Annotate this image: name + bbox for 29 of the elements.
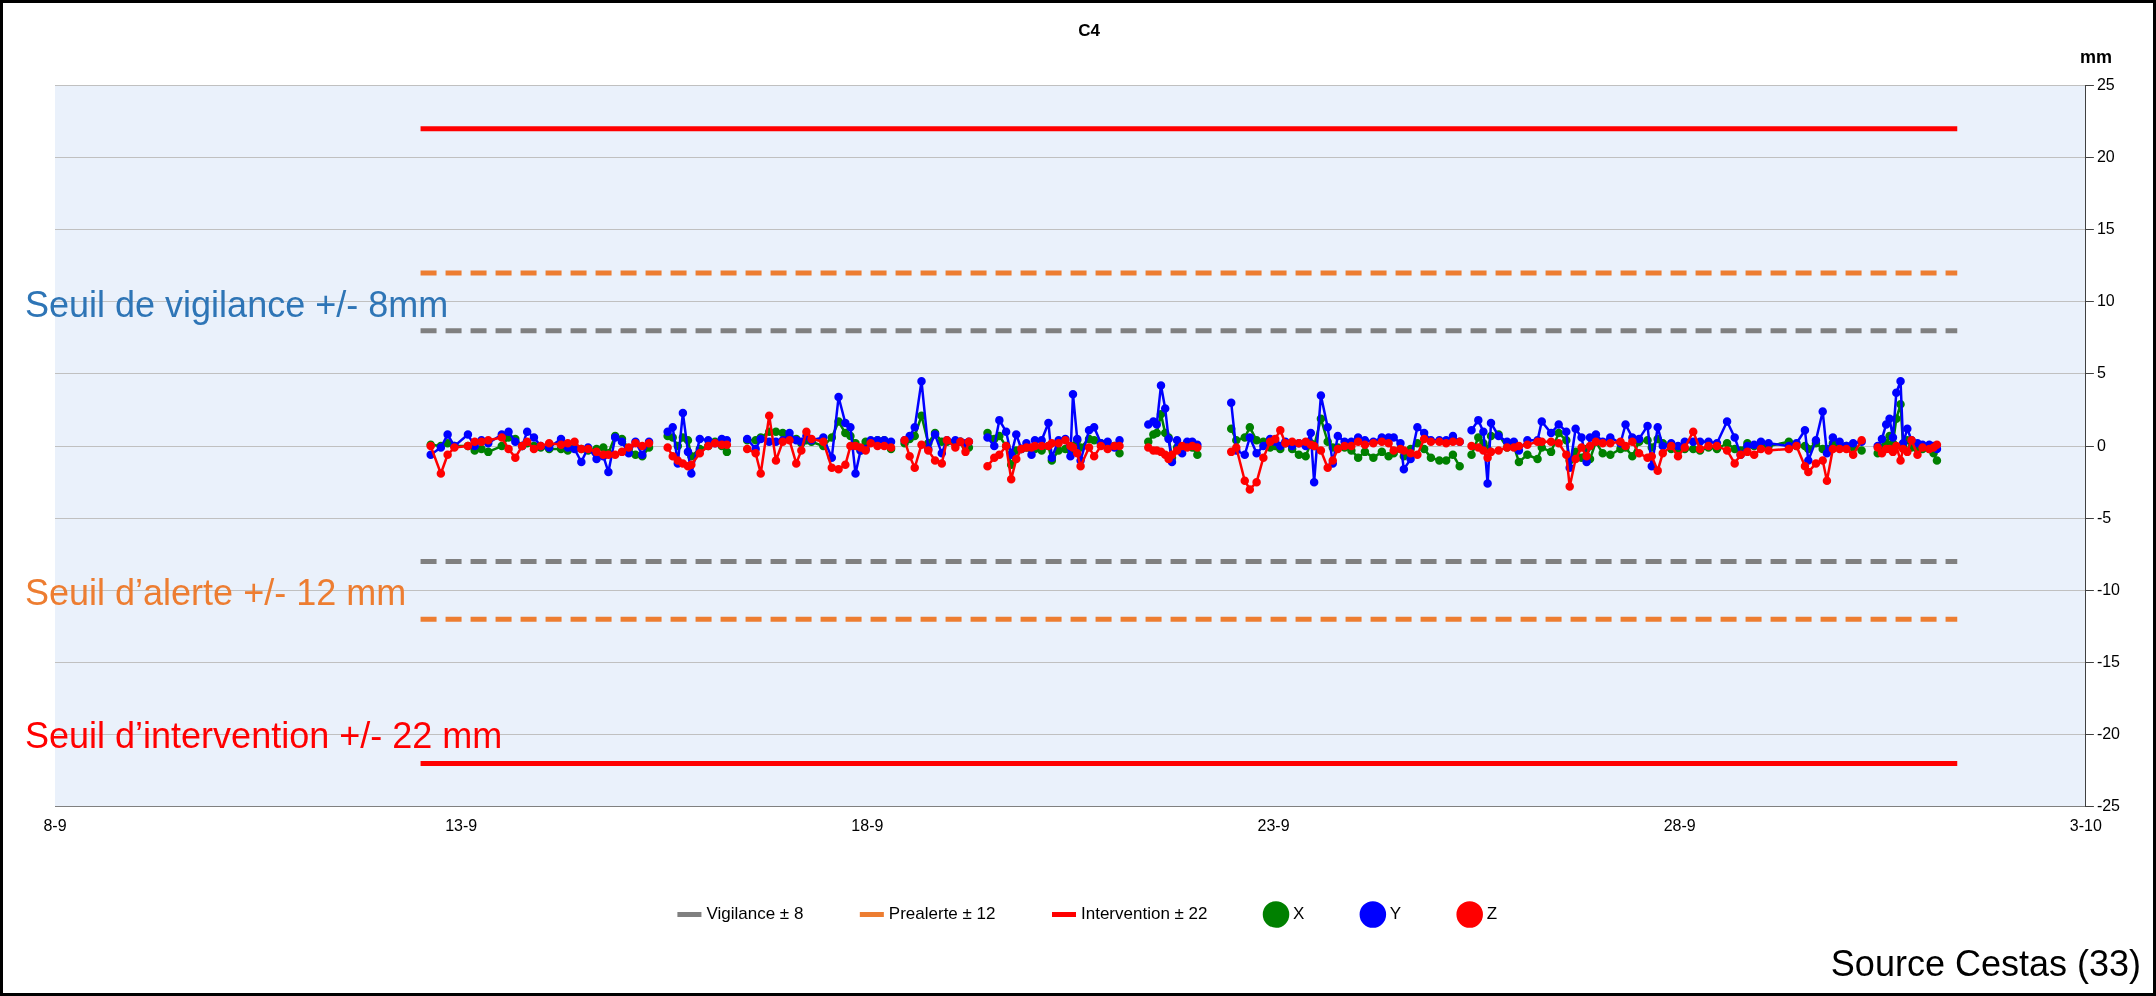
legend-label: Vigilance ± 8 — [706, 904, 804, 924]
x-tick-label: 18-9 — [851, 816, 884, 834]
x-tick-label: 28-9 — [1663, 816, 1696, 834]
legend-label: Intervention ± 22 — [1081, 904, 1208, 924]
legend-label: Prealerte ± 12 — [888, 904, 996, 924]
y-tick-label: 20 — [2096, 147, 2115, 165]
y-axis-title: mm — [2079, 47, 2112, 68]
legend-label: Z — [1486, 904, 1498, 924]
source-note: Source Cestas (33) — [1830, 943, 2141, 985]
y-tick-label: -20 — [2096, 725, 2121, 743]
x-tick-label: 13-9 — [445, 816, 478, 834]
y-tick-label: -5 — [2096, 508, 2112, 526]
y-tick-label: 25 — [2096, 75, 2115, 93]
y-tick-label: 0 — [2096, 436, 2106, 454]
y-tick-label: 10 — [2096, 292, 2115, 310]
chart-title: C4 — [1078, 20, 1101, 40]
legend-label: Y — [1389, 904, 1402, 924]
x-tick-label: 3-10 — [2069, 816, 2102, 834]
y-tick-label: 15 — [2096, 220, 2115, 238]
y-tick-label: -15 — [2096, 652, 2121, 670]
y-tick-label: 5 — [2096, 364, 2106, 382]
x-tick-label: 8-9 — [43, 816, 67, 834]
annotation: Seuil d’alerte +/- 12 mm — [25, 572, 407, 613]
x-tick-label: 23-9 — [1257, 816, 1290, 834]
annotation: Seuil de vigilance +/- 8mm — [25, 284, 449, 325]
y-tick-label: -25 — [2096, 797, 2121, 815]
annotation: Seuil d’intervention +/- 22 mm — [25, 715, 503, 756]
y-tick-label: -10 — [2096, 580, 2121, 598]
legend-label: X — [1293, 904, 1305, 924]
